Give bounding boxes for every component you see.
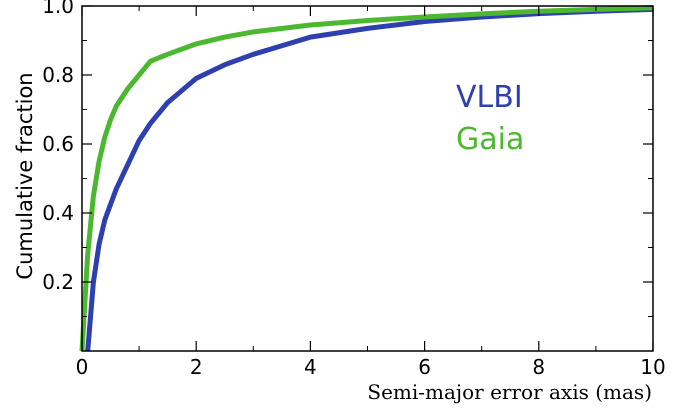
legend-entry-vlbi: VLBI — [456, 80, 523, 115]
y-axis-label: Cumulative fraction — [13, 72, 37, 279]
y-tick-label: 1.0 — [42, 0, 74, 18]
x-tick-label: 8 — [532, 355, 545, 379]
y-tick-label: 0.2 — [42, 270, 74, 294]
y-tick-label: 0.8 — [42, 63, 74, 87]
y-tick-label: 0.6 — [42, 132, 74, 156]
tick-labels: 0 2 4 6 8 10 0.2 0.4 0.6 0.8 1.0 — [42, 0, 666, 379]
x-axis-label: Semi-major error axis (mas) — [367, 380, 652, 404]
series-line-gaia — [79, 5, 654, 352]
x-tick-label: 2 — [190, 355, 203, 379]
x-tick-label: 0 — [76, 355, 89, 379]
y-tick-label: 0.4 — [42, 201, 74, 225]
x-tick-label: 6 — [418, 355, 431, 379]
legend-entry-gaia: Gaia — [456, 122, 524, 157]
x-tick-label: 4 — [304, 355, 317, 379]
plot-lines — [79, 5, 654, 352]
axes — [81, 5, 654, 352]
series-line-vlbi — [85, 6, 654, 352]
x-tick-label: 10 — [640, 355, 665, 379]
